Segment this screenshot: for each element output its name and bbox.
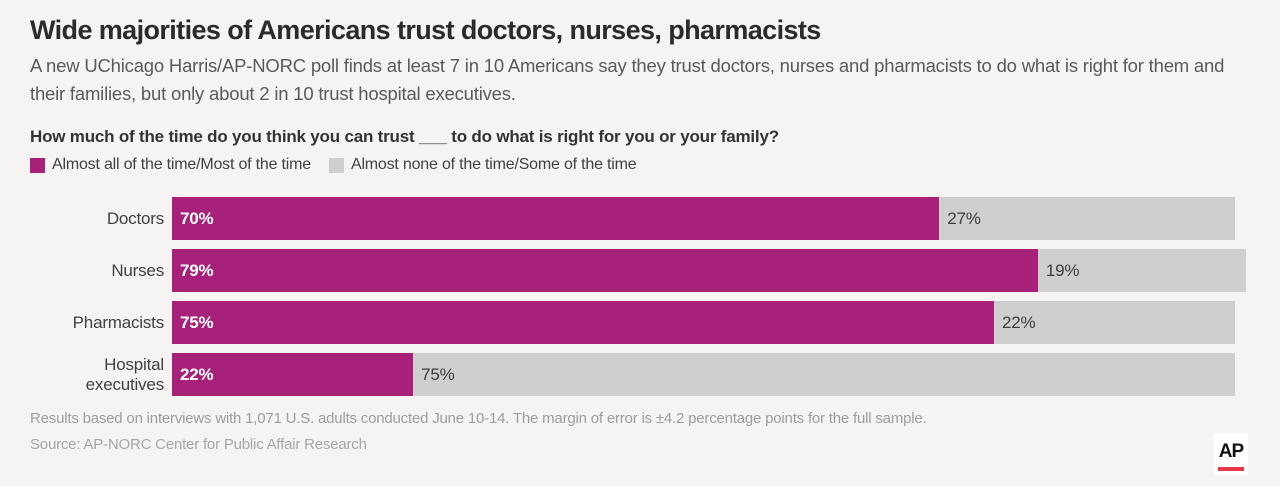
footnote: Results based on interviews with 1,071 U… — [30, 410, 927, 427]
legend-swatch-primary-icon — [30, 157, 45, 173]
bar-value-label: 27% — [947, 208, 981, 228]
survey-question: How much of the time do you think you ca… — [30, 127, 779, 146]
bar-segment-primary: 70% — [172, 197, 940, 240]
bar-row: Doctors 70% 27% — [30, 197, 1250, 240]
legend-swatch-secondary-icon — [328, 157, 344, 173]
row-label: Pharmacists — [72, 312, 165, 332]
bar-segment-secondary: 19% — [1037, 249, 1247, 292]
bar-row: Pharmacists 75% 22% — [30, 301, 1250, 344]
row-label: Doctors — [106, 208, 164, 228]
row-label: Nurses — [111, 260, 164, 280]
row-label: Hospital executives — [85, 354, 165, 394]
legend-item-primary: Almost all of the time/Most of the time — [30, 156, 311, 174]
bar-segment-primary: 22% — [172, 353, 414, 396]
source-line: Source: AP-NORC Center for Public Affair… — [30, 436, 367, 453]
bar-segment-primary: 75% — [172, 301, 994, 344]
bar-value-label: 75% — [421, 364, 455, 384]
ap-logo-red-bar — [1218, 467, 1244, 471]
bar-row: Hospital executives 22% 75% — [30, 353, 1250, 396]
stacked-bar-chart: Doctors 70% 27% Nurses 79% 19% Pharmacists 75% 2… — [30, 197, 1250, 396]
bar-segment-secondary: 27% — [939, 197, 1236, 240]
legend-label-primary: Almost all of the time/Most of the time — [52, 156, 311, 173]
ap-logo: AP — [1214, 433, 1248, 475]
bar-segment-secondary: 22% — [994, 301, 1236, 344]
subtitle: A new UChicago Harris/AP-NORC poll finds… — [30, 55, 1225, 104]
bar-value-label: 19% — [1045, 260, 1080, 280]
ap-logo-text: AP — [1218, 441, 1244, 462]
bar-value-label: 75% — [180, 312, 214, 332]
page-title: Wide majorities of Americans trust docto… — [30, 15, 821, 45]
legend-item-secondary: Almost none of the time/Some of the time — [328, 156, 637, 174]
legend-label-secondary: Almost none of the time/Some of the time — [350, 156, 637, 173]
bar-row: Nurses 79% 19% — [30, 249, 1250, 292]
bar-segment-secondary: 75% — [413, 353, 1236, 396]
bar-segment-primary: 79% — [172, 249, 1038, 292]
bar-value-label: 22% — [180, 364, 214, 384]
bar-value-label: 22% — [1002, 312, 1036, 332]
bar-value-label: 70% — [180, 208, 214, 228]
legend: Almost all of the time/Most of the time … — [30, 156, 1250, 174]
bar-value-label: 79% — [180, 260, 214, 280]
